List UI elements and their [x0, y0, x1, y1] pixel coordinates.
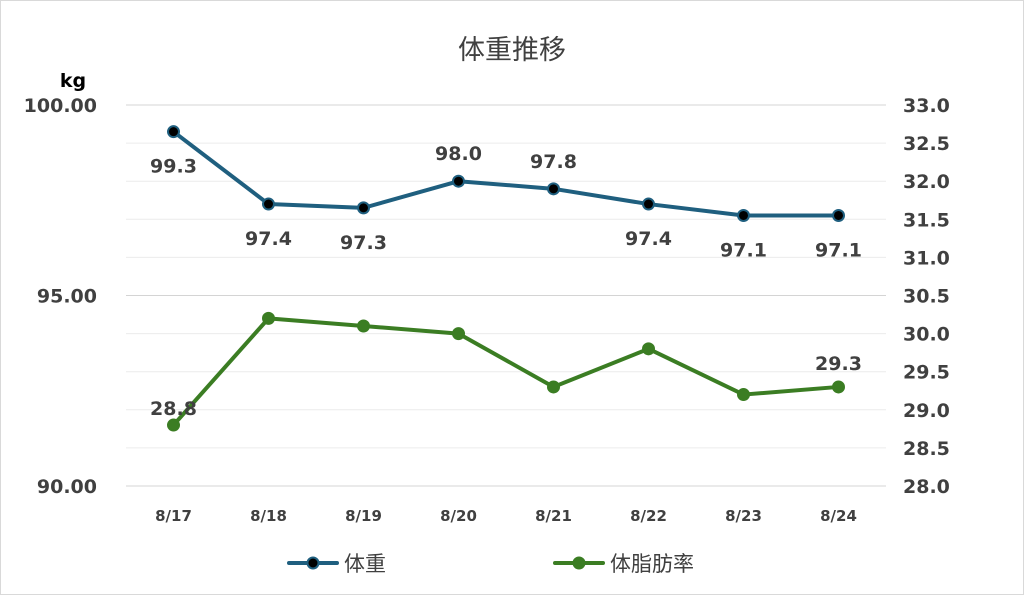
right-axis-tick-label: 29.0 [903, 400, 950, 422]
data-label: 97.4 [625, 228, 672, 250]
data-point [547, 380, 560, 394]
right-axis-tick-label: 33.0 [903, 95, 950, 117]
axes: 90.00 95.00 100.00 28.0 28.5 29.0 29.5 30.0 30.5… [24, 95, 950, 525]
data-point [452, 174, 465, 188]
legend-marker [306, 556, 320, 570]
left-axis-tick-label: 100.00 [24, 95, 97, 117]
data-label: 97.8 [530, 151, 577, 173]
x-axis-tick-label: 8/18 [250, 507, 287, 525]
x-axis-tick-label: 8/22 [630, 507, 667, 525]
data-label: 97.4 [245, 228, 292, 250]
data-point [832, 380, 845, 394]
right-axis-tick-label: 28.5 [903, 438, 950, 460]
legend-label: 体重 [344, 552, 386, 576]
data-point [737, 208, 750, 222]
legend: 体重 体脂肪率 [287, 552, 694, 576]
data-point [737, 388, 750, 402]
x-axis-tick-label: 8/20 [440, 507, 477, 525]
data-point [832, 208, 845, 222]
data-label: 98.0 [435, 143, 482, 165]
x-axis-tick-label: 8/21 [535, 507, 572, 525]
legend-entry: 体重 [287, 552, 386, 576]
data-point [357, 319, 370, 333]
left-axis-tick-label: 95.00 [37, 286, 97, 308]
left-axis-tick-label: 90.00 [37, 476, 97, 498]
data-point [167, 418, 180, 432]
data-point [642, 197, 655, 211]
series-line [171, 129, 841, 218]
data-label: 99.3 [150, 156, 197, 178]
x-axis-tick-label: 8/24 [820, 507, 857, 525]
legend-label: 体脂肪率 [610, 552, 694, 576]
right-axis-tick-label: 31.5 [903, 209, 950, 231]
data-point [262, 197, 275, 211]
right-axis-tick-label: 29.5 [903, 362, 950, 384]
chart-title: 体重推移 [458, 35, 566, 66]
right-axis-tick-label: 32.5 [903, 133, 950, 155]
data-label: 97.3 [340, 232, 387, 254]
left-axis-unit: kg [60, 70, 86, 92]
x-axis-tick-label: 8/19 [345, 507, 382, 525]
x-axis-tick-label: 8/17 [155, 507, 192, 525]
data-point [357, 201, 370, 215]
series [167, 125, 845, 432]
legend-entry: 体脂肪率 [553, 552, 694, 576]
right-axis-tick-label: 30.5 [903, 286, 950, 308]
data-label: 29.3 [815, 353, 862, 375]
right-axis-tick-label: 28.0 [903, 476, 950, 498]
data-label: 97.1 [815, 239, 862, 261]
right-axis-tick-label: 31.0 [903, 247, 950, 269]
data-label: 28.8 [150, 398, 197, 420]
data-point [452, 327, 465, 341]
gridlines [126, 104, 886, 487]
x-axis-tick-label: 8/23 [725, 507, 762, 525]
right-axis-tick-label: 30.0 [903, 324, 950, 346]
data-point [642, 342, 655, 356]
data-labels: 99.3 97.4 97.3 98.0 97.8 97.4 97.1 97.1 28.8 29.3 [150, 143, 862, 420]
data-label: 97.1 [720, 239, 767, 261]
data-point [547, 182, 560, 196]
series-line [171, 316, 841, 428]
legend-marker [572, 556, 586, 570]
right-axis-tick-label: 32.0 [903, 171, 950, 193]
data-point [167, 125, 180, 139]
data-point [262, 311, 275, 325]
